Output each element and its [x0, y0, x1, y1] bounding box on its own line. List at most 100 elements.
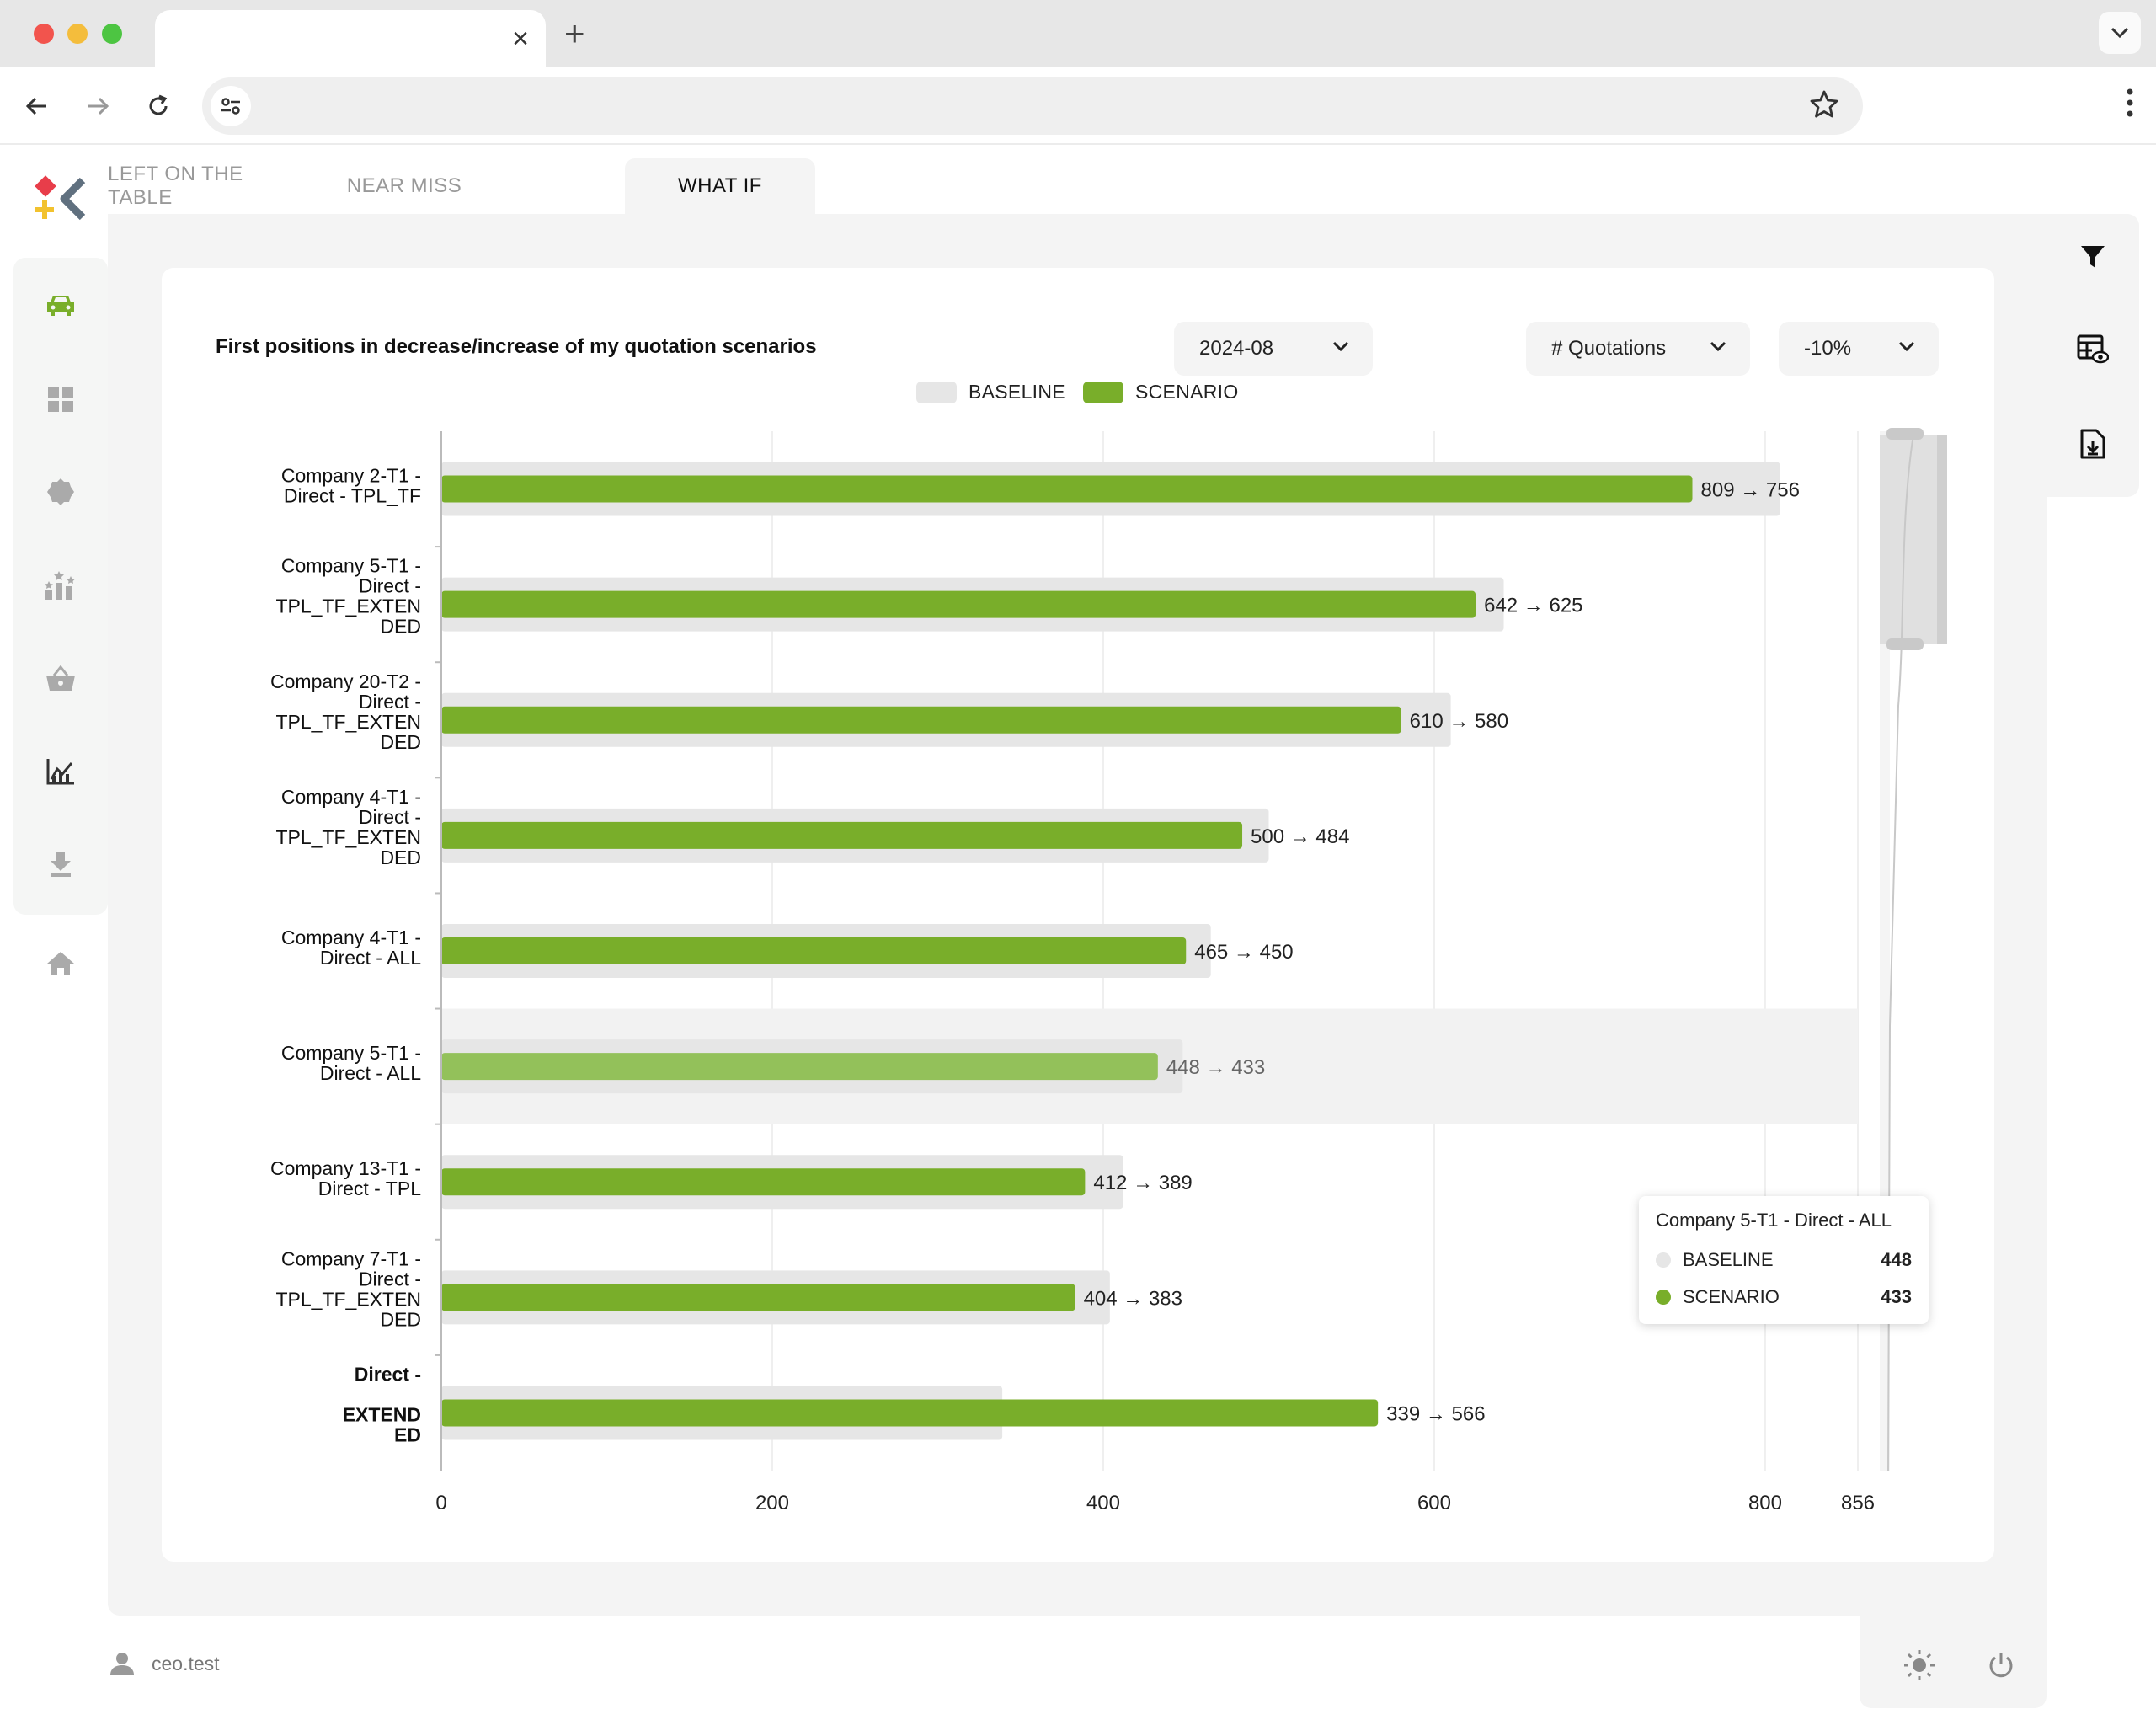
x-tick-label: 856 [1841, 1492, 1875, 1514]
category-label: DED [380, 846, 421, 868]
tab-what-if[interactable]: WHAT IF [625, 158, 815, 214]
site-info-button[interactable] [211, 86, 251, 126]
window-minimize-button[interactable] [67, 24, 88, 44]
back-button[interactable] [17, 86, 57, 126]
right-rail [2047, 214, 2139, 497]
more-vertical-icon [2127, 88, 2133, 117]
category-label: TPL_TF_EXTEN [275, 1288, 421, 1310]
browser-toolbar [0, 67, 2156, 145]
address-bar[interactable] [202, 77, 1863, 135]
category-label: Company 5-T1 - [281, 1042, 421, 1064]
dashboard-grid-icon[interactable] [44, 382, 77, 416]
category-label: EXTEND [343, 1403, 421, 1425]
trend-chart-icon[interactable] [44, 755, 77, 788]
x-tick-label: 200 [755, 1492, 789, 1514]
forward-button[interactable] [77, 86, 118, 126]
category-label: Direct - [359, 806, 421, 828]
x-tick-label: 800 [1748, 1492, 1782, 1514]
reload-button[interactable] [138, 86, 179, 126]
metric-select[interactable]: # Quotations [1526, 322, 1750, 376]
file-export-icon[interactable] [2075, 426, 2111, 462]
sun-icon [1904, 1650, 1935, 1680]
car-icon[interactable] [44, 288, 77, 322]
period-select-value: 2024-08 [1199, 337, 1274, 360]
power-icon [1989, 1653, 2013, 1678]
category-label: TPL_TF_EXTEN [275, 595, 421, 617]
category-label: Company 7-T1 - [281, 1247, 421, 1269]
tune-icon [221, 98, 240, 115]
browser-tab[interactable]: × [155, 10, 546, 67]
category-label: DED [380, 731, 421, 753]
category-label: Direct - [359, 1268, 421, 1290]
legend-item-baseline[interactable]: BASELINE [916, 381, 1065, 403]
category-label: Company 20-T2 - [270, 670, 421, 692]
scenario-bar [441, 1399, 1379, 1427]
legend-item-scenario[interactable]: SCENARIO [1083, 381, 1239, 403]
x-tick-label: 0 [435, 1492, 446, 1514]
table-view-icon[interactable] [2075, 332, 2111, 367]
zoom-slider-window [1880, 435, 1942, 644]
zoom-handle-bottom [1886, 638, 1924, 650]
tooltip-dot-baseline [1656, 1252, 1671, 1268]
legend-label-scenario: SCENARIO [1135, 381, 1239, 403]
basket-icon[interactable] [44, 662, 77, 696]
category-label: Direct - [359, 575, 421, 597]
tab-near-miss[interactable]: NEAR MISS [346, 174, 462, 197]
category-label: TPL_TF_EXTEN [275, 826, 421, 848]
category-label: TPL_TF_EXTEN [275, 711, 421, 733]
tab-left-on-the-table[interactable]: LEFT ON THE TABLE [108, 163, 243, 209]
zoom-handle-top [1886, 428, 1924, 440]
home-icon[interactable] [44, 947, 77, 980]
scenario-bar [441, 1168, 1086, 1196]
data-label: 465 → 450 [1194, 941, 1293, 964]
category-label: Company 5-T1 - [281, 555, 421, 577]
app-root: LEFT ON THE TABLE NEAR MISS WHAT IF 809 … [0, 147, 2156, 1725]
data-label: 809 → 756 [1701, 479, 1800, 502]
bookmark-button[interactable] [1809, 89, 1839, 124]
window-maximize-button[interactable] [102, 24, 122, 44]
data-label: 339 → 566 [1386, 1402, 1485, 1425]
chevron-down-icon [1710, 341, 1726, 352]
delta-select-value: -10% [1804, 337, 1852, 360]
sidebar [13, 258, 108, 915]
tab-close-icon[interactable]: × [512, 23, 529, 55]
logout-button[interactable] [1988, 1651, 2015, 1684]
scenario-bar [441, 937, 1187, 964]
category-label: Direct - [359, 691, 421, 713]
period-select[interactable]: 2024-08 [1174, 322, 1373, 376]
scenario-bar [441, 590, 1476, 618]
ranking-stars-icon[interactable] [44, 569, 77, 603]
tooltip-series-value: 433 [1881, 1286, 1912, 1307]
reload-icon [149, 94, 168, 115]
user-menu[interactable]: ceo.test [109, 1651, 220, 1676]
legend-swatch-baseline [916, 381, 957, 403]
scenario-bar [441, 1284, 1075, 1311]
category-label: Direct - TPL_TF [284, 485, 421, 507]
window-close-button[interactable] [34, 24, 54, 44]
zoom-scrollbar [1937, 435, 1947, 644]
chart-legend: BASELINE SCENARIO [162, 376, 1994, 409]
zoom-slider-sparkline [1887, 434, 1914, 1471]
chevron-down-icon [1898, 341, 1915, 352]
star-outline-icon [1810, 90, 1838, 118]
arrow-left-icon [25, 97, 46, 115]
new-tab-button[interactable]: + [564, 13, 585, 53]
badge-gear-icon[interactable] [44, 475, 77, 509]
main-panel: 809 → 756 Company 2-T1 - Direct - TPL_TF 64… [108, 214, 2047, 1616]
category-label: Company 4-T1 - [281, 786, 421, 808]
scenario-bar [441, 821, 1243, 849]
tooltip-row-baseline: BASELINE 448 [1656, 1242, 1912, 1279]
data-label: 642 → 625 [1484, 595, 1582, 617]
theme-toggle-button[interactable] [1903, 1649, 1935, 1685]
category-label: Direct - [355, 1363, 421, 1385]
category-label: ED [394, 1423, 421, 1445]
delta-select[interactable]: -10% [1779, 322, 1939, 376]
tab-search-button[interactable] [2099, 12, 2141, 54]
x-tick-label: 400 [1086, 1492, 1120, 1514]
browser-tab-strip: × + [0, 0, 2156, 67]
tooltip-series-name: BASELINE [1683, 1249, 1774, 1270]
download-icon[interactable] [44, 847, 77, 881]
filter-icon[interactable] [2075, 239, 2111, 275]
browser-menu-button[interactable] [2126, 88, 2134, 122]
data-label: 500 → 484 [1251, 825, 1349, 848]
